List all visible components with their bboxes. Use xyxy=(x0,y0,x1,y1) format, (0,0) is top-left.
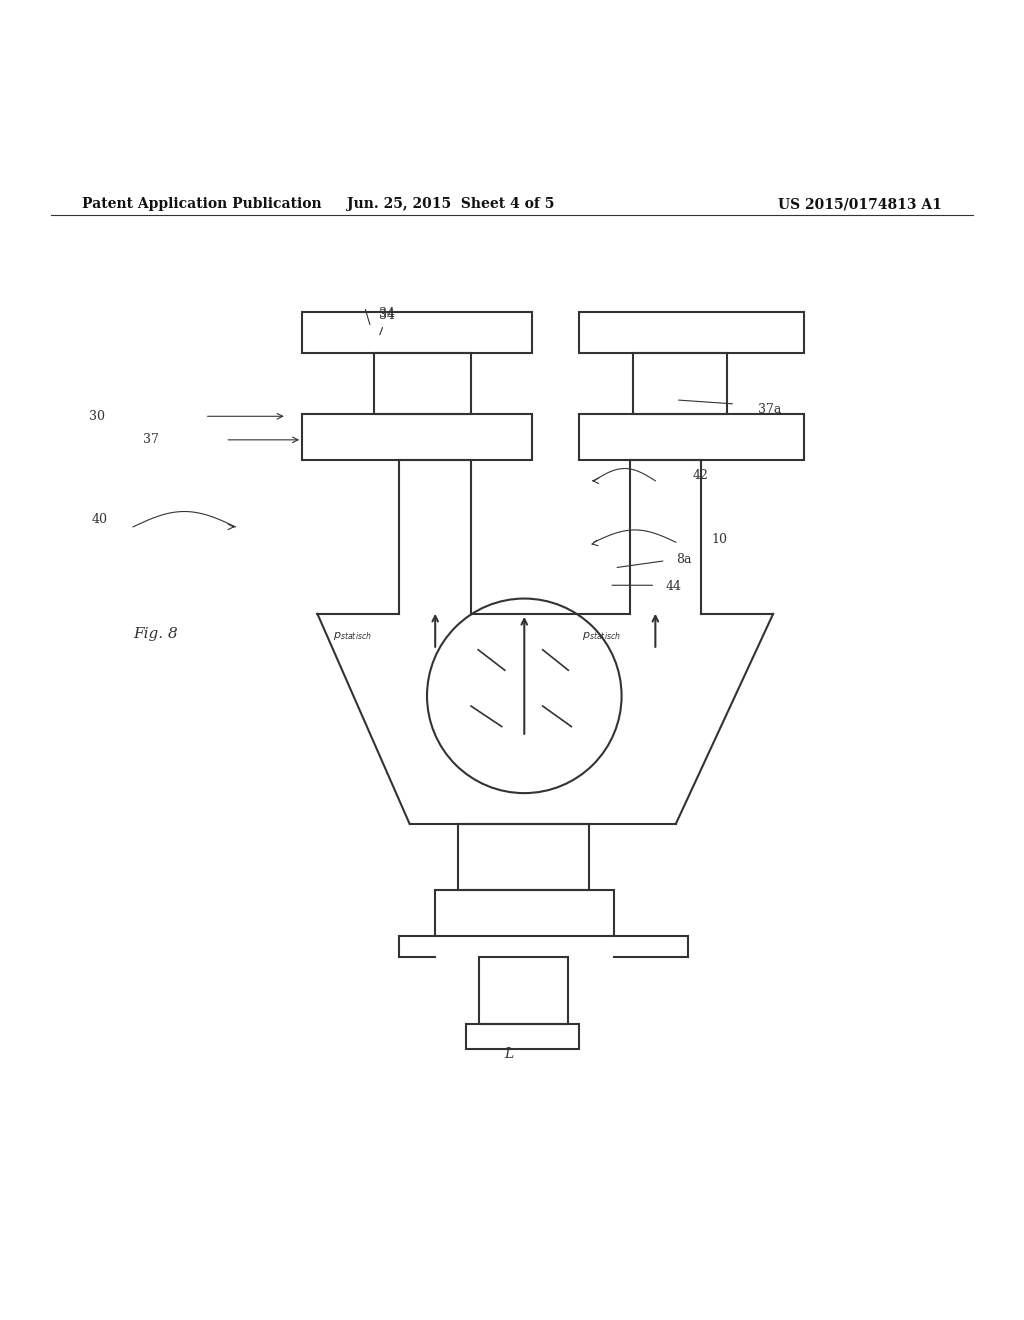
Text: 40: 40 xyxy=(91,513,108,527)
Text: 30: 30 xyxy=(89,409,105,422)
Text: 44: 44 xyxy=(666,579,682,593)
Text: $p_{statisch}$: $p_{statisch}$ xyxy=(582,631,621,643)
Text: 34: 34 xyxy=(379,308,395,319)
Text: L: L xyxy=(504,1047,514,1061)
Text: Fig. 8: Fig. 8 xyxy=(133,627,178,642)
Text: 34: 34 xyxy=(379,309,395,335)
Text: 37: 37 xyxy=(142,433,159,446)
Text: Jun. 25, 2015  Sheet 4 of 5: Jun. 25, 2015 Sheet 4 of 5 xyxy=(347,197,554,211)
Text: 10: 10 xyxy=(712,533,728,545)
Text: 42: 42 xyxy=(692,469,709,482)
Text: $p_{statisch}$: $p_{statisch}$ xyxy=(333,631,372,643)
Text: US 2015/0174813 A1: US 2015/0174813 A1 xyxy=(778,197,942,211)
Text: Patent Application Publication: Patent Application Publication xyxy=(82,197,322,211)
Text: 37a: 37a xyxy=(758,403,781,416)
Text: 8a: 8a xyxy=(676,553,691,566)
